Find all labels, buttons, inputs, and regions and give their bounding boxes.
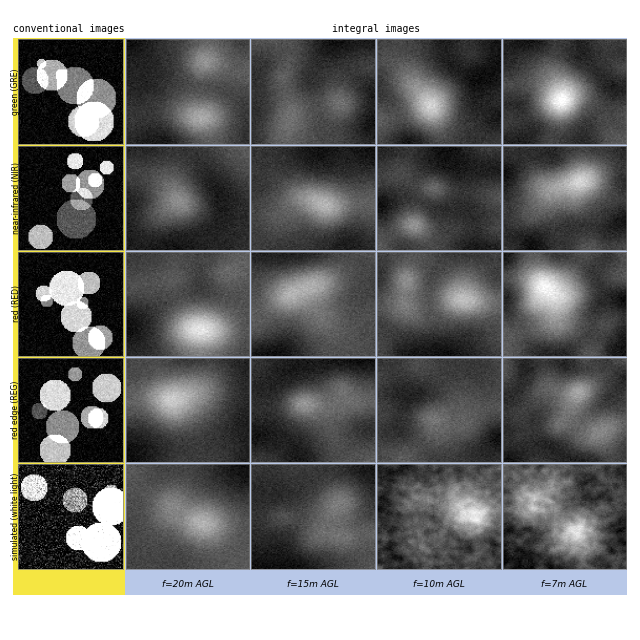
Text: green (GRE): green (GRE) (12, 68, 20, 115)
Text: f=10m AGL: f=10m AGL (413, 580, 465, 589)
Text: simulated (white light): simulated (white light) (12, 473, 20, 560)
Text: near-infrared (NIR): near-infrared (NIR) (12, 162, 20, 234)
Text: f=7m AGL: f=7m AGL (541, 580, 588, 589)
Text: red (RED): red (RED) (12, 285, 20, 323)
Text: f=15m AGL: f=15m AGL (287, 580, 339, 589)
Text: red edge (REG): red edge (REG) (12, 381, 20, 440)
Text: conventional images: conventional images (13, 24, 125, 34)
Text: f=20m AGL: f=20m AGL (162, 580, 214, 589)
Text: integral images: integral images (332, 24, 420, 34)
